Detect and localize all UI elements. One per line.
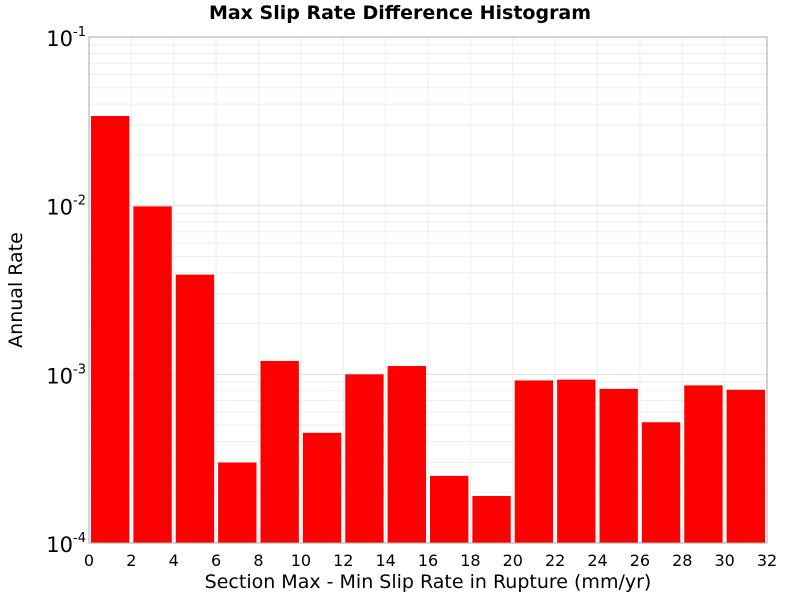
histogram-bar	[684, 385, 723, 543]
x-tick-label: 20	[503, 551, 523, 570]
x-axis-title: Section Max - Min Slip Rate in Rupture (…	[204, 571, 652, 593]
y-axis-ticks: 10-1 10-2 10-3 10-4	[46, 25, 86, 557]
x-tick-label: 10	[291, 551, 311, 570]
x-tick-label: 8	[253, 551, 263, 570]
histogram-bar	[91, 116, 130, 543]
histogram-bar	[260, 360, 299, 543]
x-tick-label: 32	[757, 551, 777, 570]
x-tick-label: 26	[630, 551, 650, 570]
x-tick-label: 24	[587, 551, 607, 570]
x-tick-label: 4	[169, 551, 179, 570]
y-tick-label: 10-2	[46, 194, 86, 220]
x-tick-label: 14	[375, 551, 395, 570]
histogram-bar	[726, 389, 765, 543]
histogram-bar	[599, 388, 638, 543]
chart-title: Max Slip Rate Difference Histogram	[208, 2, 592, 24]
y-tick-label: 10-4	[46, 531, 86, 557]
x-tick-label: 16	[418, 551, 438, 570]
histogram-bar	[430, 475, 469, 543]
x-tick-label: 18	[460, 551, 480, 570]
x-tick-label: 28	[672, 551, 692, 570]
y-tick-label: 10-3	[46, 362, 86, 388]
bar-layer	[91, 116, 765, 543]
x-tick-label: 12	[333, 551, 353, 570]
plot-border	[88, 36, 768, 544]
x-axis-ticks: 0 2 4 6 8 10 12 14 16 18 20 22 24 26 28 30 32	[84, 551, 777, 570]
histogram-bar	[175, 274, 215, 543]
x-tick-label: 0	[84, 551, 94, 570]
x-tick-label: 6	[211, 551, 221, 570]
x-tick-label: 22	[545, 551, 565, 570]
x-tick-label: 30	[714, 551, 734, 570]
histogram-bar	[641, 422, 681, 543]
histogram-bar	[302, 432, 342, 543]
histogram-bar	[218, 462, 257, 543]
histogram-bar	[133, 206, 172, 543]
histogram-bar	[387, 366, 426, 543]
histogram-bar	[557, 379, 596, 543]
histogram-bar	[345, 374, 384, 543]
x-tick-label: 2	[126, 551, 136, 570]
histogram-bar	[472, 495, 511, 543]
y-tick-label: 10-1	[46, 25, 86, 51]
histogram-bar	[514, 380, 554, 543]
